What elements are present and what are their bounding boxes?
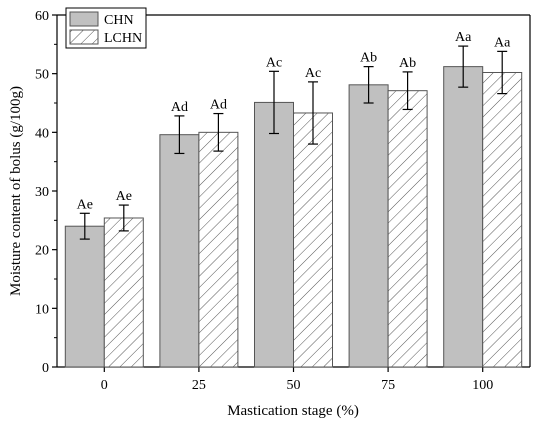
bar-annotation: Aa	[455, 30, 472, 45]
bar-chn	[64, 225, 105, 368]
x-tick-label: 0	[101, 378, 108, 393]
y-tick-label: 20	[35, 244, 49, 259]
y-axis-label: Moisture content of bolus (g/100g)	[8, 86, 24, 296]
bar-lchn	[387, 90, 428, 368]
y-tick-label: 0	[42, 361, 49, 376]
legend-swatch-lchn	[69, 29, 99, 45]
bar-annotation: Ae	[77, 197, 93, 212]
x-tick-label: 50	[287, 378, 301, 393]
bar-lchn	[198, 131, 239, 368]
y-tick-label: 40	[35, 126, 49, 141]
y-tick-label: 10	[35, 302, 49, 317]
legend: CHN LCHN	[65, 7, 147, 49]
bar-annotation: Ab	[399, 56, 416, 71]
bar-annotation: Ae	[116, 189, 132, 204]
bar-annotation: Aa	[494, 35, 511, 50]
bar-chn	[348, 84, 389, 368]
bar-lchn	[482, 71, 523, 368]
bar-lchn	[293, 112, 333, 368]
x-tick-label: 100	[472, 378, 493, 393]
bar-annotation: Ac	[266, 55, 282, 70]
bar-chn	[254, 101, 294, 368]
y-tick-label: 60	[35, 9, 49, 24]
x-tick-label: 25	[192, 378, 206, 393]
bar-annotation: Ad	[210, 98, 227, 113]
legend-label-lchn: LCHN	[104, 31, 142, 46]
bar-annotation: Ab	[360, 51, 377, 66]
y-tick-label: 50	[35, 68, 49, 83]
y-tick-label: 30	[35, 185, 49, 200]
bar-chn	[443, 66, 484, 368]
bar-annotation: Ad	[171, 100, 188, 115]
x-axis-label: Mastication stage (%)	[227, 403, 359, 419]
legend-label-chn: CHN	[104, 13, 134, 28]
bar-chn	[159, 134, 200, 368]
bar-lchn	[103, 217, 144, 368]
bar-annotation: Ac	[305, 66, 321, 81]
x-tick-label: 75	[381, 378, 395, 393]
legend-swatch-chn	[69, 11, 99, 27]
